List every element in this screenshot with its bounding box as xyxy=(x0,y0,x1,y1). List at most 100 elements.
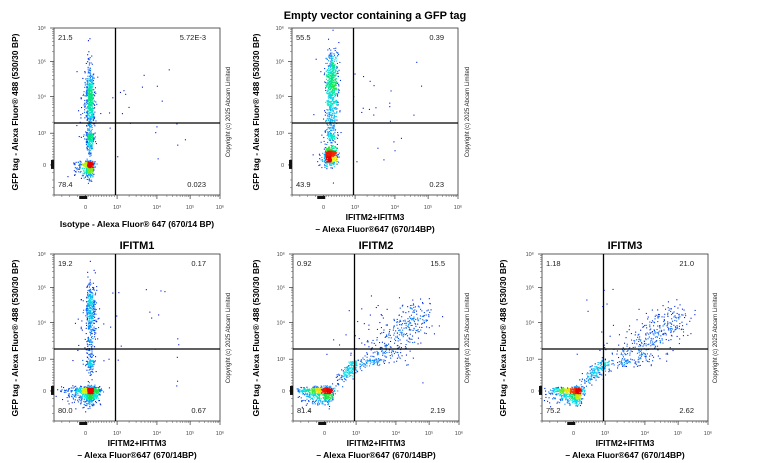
event-dot xyxy=(331,81,333,83)
event-dot xyxy=(335,82,337,84)
event-dot xyxy=(332,387,334,389)
quadrant-lower-right-percent: 0.023 xyxy=(187,180,206,189)
event-dot xyxy=(324,156,326,158)
event-dot xyxy=(89,103,91,105)
event-dot xyxy=(330,96,332,98)
event-dot xyxy=(94,138,96,140)
event-dot xyxy=(331,148,333,150)
event-dot xyxy=(92,172,94,174)
event-dot xyxy=(87,129,89,131)
event-dot xyxy=(89,328,91,330)
event-dot xyxy=(94,338,96,340)
event-dot xyxy=(330,124,332,126)
event-dot xyxy=(333,69,335,71)
event-dot xyxy=(92,116,94,118)
event-dot xyxy=(334,106,336,108)
event-dot xyxy=(332,389,334,391)
event-dot xyxy=(319,154,321,156)
event-dot xyxy=(328,48,330,50)
event-dot xyxy=(84,391,86,393)
event-dot xyxy=(338,161,340,163)
event-dot xyxy=(87,139,89,141)
event-dot xyxy=(68,388,70,390)
event-dot xyxy=(141,86,143,88)
event-dot xyxy=(89,152,91,154)
event-dot xyxy=(89,312,91,314)
event-dot xyxy=(87,87,89,89)
event-dot xyxy=(332,182,334,184)
event-dot xyxy=(328,150,330,152)
event-dot xyxy=(370,349,372,351)
event-dot xyxy=(336,158,338,160)
event-dot xyxy=(327,85,329,87)
event-dot xyxy=(343,381,345,383)
event-dot xyxy=(327,109,329,111)
event-dot xyxy=(88,97,90,99)
event-dot xyxy=(96,289,98,291)
event-dot xyxy=(321,387,323,389)
event-dot xyxy=(77,401,79,403)
event-dot xyxy=(311,398,313,400)
event-dot xyxy=(88,88,90,90)
event-dot xyxy=(336,66,338,68)
event-dot xyxy=(331,134,333,136)
event-dot xyxy=(85,140,87,142)
event-dot xyxy=(90,361,92,363)
event-dot xyxy=(396,321,398,323)
event-dot xyxy=(92,119,94,121)
event-dot xyxy=(328,69,330,71)
event-dot xyxy=(88,142,90,144)
event-dot xyxy=(89,153,91,155)
event-dot xyxy=(328,146,330,148)
event-dot xyxy=(337,90,339,92)
event-dot xyxy=(388,331,390,333)
event-dot xyxy=(361,361,363,363)
event-dot xyxy=(332,74,334,76)
event-dot xyxy=(379,364,381,366)
event-dot xyxy=(87,336,89,338)
event-dot xyxy=(88,320,90,322)
event-dot xyxy=(325,149,327,151)
event-dot xyxy=(74,167,76,169)
event-dot xyxy=(88,134,90,136)
event-dot xyxy=(86,286,88,288)
event-dot xyxy=(91,108,93,110)
event-dot xyxy=(383,359,385,361)
event-dot xyxy=(89,369,91,371)
event-dot xyxy=(87,135,89,137)
event-dot xyxy=(74,393,76,395)
event-dot xyxy=(86,147,88,149)
event-dot xyxy=(89,169,91,171)
event-dot xyxy=(88,57,90,59)
event-dot xyxy=(90,111,92,113)
event-dot xyxy=(119,91,121,93)
event-dot xyxy=(328,82,330,84)
x-tick-label: 10⁶ xyxy=(454,204,462,211)
event-dot xyxy=(335,85,337,87)
event-dot xyxy=(74,322,76,324)
event-dot xyxy=(326,119,328,121)
event-dot xyxy=(65,391,67,393)
event-dot xyxy=(390,346,392,348)
event-dot xyxy=(86,307,88,309)
event-dot xyxy=(332,392,334,394)
event-dot xyxy=(381,315,383,317)
event-dot xyxy=(319,401,321,403)
event-dot xyxy=(91,137,93,139)
event-dot xyxy=(55,395,57,397)
event-dot xyxy=(332,71,334,73)
event-dot xyxy=(406,322,408,324)
event-dot xyxy=(80,328,82,330)
event-dot xyxy=(393,327,395,329)
event-dot xyxy=(303,387,305,389)
event-dot xyxy=(345,379,347,381)
event-dot xyxy=(95,389,97,391)
event-dot xyxy=(380,359,382,361)
event-dot xyxy=(372,360,374,362)
event-dot xyxy=(325,111,327,113)
event-dot xyxy=(389,106,391,108)
event-dot xyxy=(92,143,94,145)
event-dot xyxy=(324,159,326,161)
event-dot xyxy=(88,180,90,182)
event-dot xyxy=(88,102,90,104)
